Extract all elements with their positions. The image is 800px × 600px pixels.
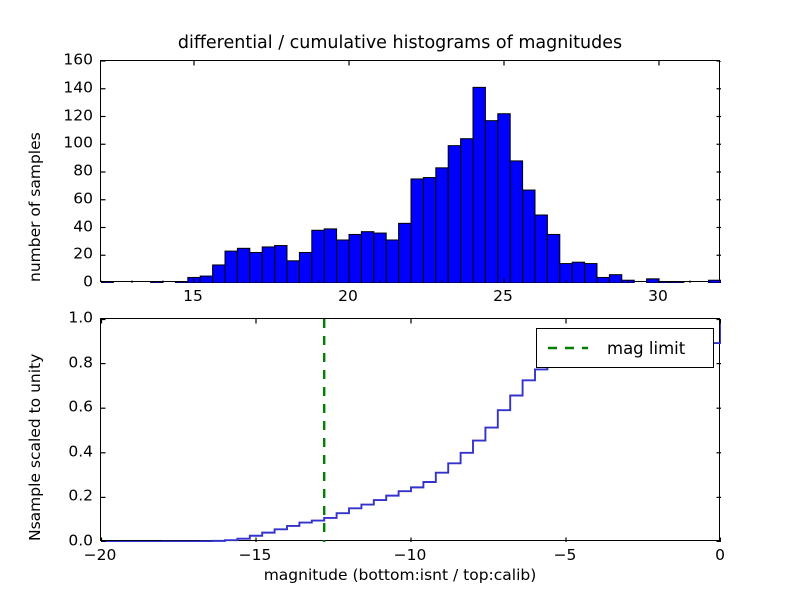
top-y-tick-label: 140 — [63, 78, 93, 96]
bottom-y-tick-label: 0.2 — [68, 486, 93, 505]
bottom-y-axis-label: Nsample scaled to unity — [26, 353, 44, 541]
bottom-y-tick-label: 0.4 — [68, 442, 93, 461]
top-y-tick-label: 120 — [63, 105, 93, 124]
histogram-bar — [101, 281, 114, 283]
histogram-bar — [509, 160, 524, 283]
figure-title: differential / cumulative histograms of … — [177, 33, 623, 53]
histogram-bar — [410, 178, 424, 283]
histogram-bar — [584, 263, 598, 283]
top-y-tick-label: 0 — [83, 272, 93, 291]
histogram-bar — [435, 167, 449, 283]
histogram-bar — [249, 251, 263, 283]
histogram-bar — [571, 261, 586, 283]
histogram-bar — [670, 281, 685, 283]
bottom-x-tick-label: −10 — [393, 546, 427, 564]
histogram-bar — [323, 228, 338, 283]
histogram-bar — [472, 86, 486, 283]
histogram-bar — [546, 233, 561, 283]
top-x-tick-label: 30 — [648, 287, 668, 305]
histogram-bar — [336, 239, 350, 283]
top-y-tick-label: 60 — [73, 189, 93, 207]
bottom-x-tick-label: 0 — [715, 546, 725, 564]
histogram-bar — [311, 229, 325, 283]
histogram-bar — [497, 113, 511, 283]
histogram-bar — [596, 276, 610, 283]
histogram-bar — [224, 250, 238, 283]
top-y-tick-label: 40 — [73, 216, 93, 235]
bottom-axes-ticks — [101, 319, 721, 542]
bottom-x-tick-label: −5 — [553, 546, 577, 564]
histogram-bar — [522, 189, 536, 283]
bottom-x-axis-label: magnitude (bottom:isnt / top:calib) — [263, 566, 537, 584]
histogram-bar — [658, 281, 672, 283]
top-axes-histogram — [100, 60, 721, 283]
histogram-bar — [199, 275, 214, 283]
top-y-axis-label: number of samples — [26, 132, 44, 282]
histogram-bar — [236, 247, 251, 283]
top-x-tick-label: 20 — [338, 287, 358, 305]
bottom-x-tick-label: −20 — [83, 546, 117, 564]
bottom-x-tick-label: −15 — [238, 546, 272, 564]
histogram-bar — [422, 177, 437, 283]
histogram-bar — [212, 264, 226, 283]
top-y-tick-label: 100 — [63, 133, 93, 152]
histogram-bar — [559, 263, 573, 283]
histogram-bar — [646, 278, 660, 283]
legend-label-mag-limit: mag limit — [607, 338, 686, 358]
histogram-bar — [298, 251, 313, 283]
top-axes-ticks — [101, 61, 721, 283]
histogram-bar — [447, 145, 462, 283]
histogram-bar — [608, 274, 623, 283]
histogram-bar — [534, 214, 548, 283]
bottom-y-tick-label: 0.6 — [68, 397, 93, 416]
histogram-bars — [101, 86, 721, 283]
mag-limit-legend-swatch — [548, 346, 588, 350]
histogram-bar — [460, 138, 474, 283]
bottom-y-tick-label: 0.8 — [68, 352, 93, 371]
histogram-bar — [360, 231, 375, 283]
histogram-bar — [286, 260, 300, 283]
histogram-bar — [261, 246, 276, 283]
histogram-plot-area — [101, 61, 721, 283]
bottom-y-tick-label: 1.0 — [68, 308, 93, 327]
top-y-tick-label: 160 — [63, 50, 93, 69]
histogram-bar — [373, 232, 387, 283]
histogram-bar — [484, 120, 499, 283]
legend: mag limit — [536, 328, 714, 368]
bottom-y-tick-label: 0.0 — [68, 531, 93, 550]
histogram-bar — [385, 239, 400, 283]
top-x-tick-label: 15 — [183, 287, 203, 305]
histogram-bar — [150, 281, 164, 283]
histogram-bar — [398, 222, 412, 283]
top-y-tick-label: 80 — [73, 161, 93, 180]
histogram-bar — [274, 245, 288, 283]
top-x-tick-label: 25 — [493, 287, 513, 305]
top-y-tick-label: 20 — [73, 244, 93, 263]
histogram-bar — [348, 233, 362, 283]
histogram-bar — [174, 281, 189, 283]
